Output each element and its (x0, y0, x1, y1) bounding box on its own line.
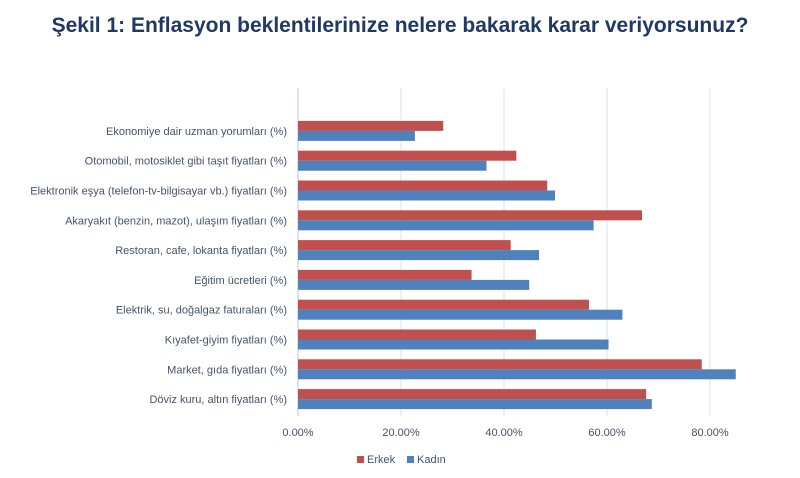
category-label: Ekonomiye dair uzman yorumları (%) (106, 126, 287, 138)
category-label: Kıyafet-giyim fiyatları (%) (165, 335, 287, 347)
bar-erkek (298, 180, 548, 191)
x-tick-label: 80.00% (691, 427, 729, 439)
bar-erkek (298, 210, 643, 221)
category-label: Market, gıda fiyatları (%) (167, 364, 287, 376)
bar-kadın (298, 220, 594, 231)
category-label: Eğitim ücretleri (%) (194, 275, 287, 287)
x-tick-label: 60.00% (588, 427, 626, 439)
category-label: Döviz kuru, altın fiyatları (%) (149, 394, 287, 406)
bar-kadın (298, 309, 623, 320)
bar-erkek (298, 120, 444, 131)
category-label: Elektrik, su, doğalgaz faturaları (%) (116, 305, 287, 317)
chart-title: Şekil 1: Enflasyon beklentilerinize nele… (51, 14, 749, 37)
legend-swatch (407, 456, 414, 463)
legend-label: Erkek (367, 454, 396, 466)
bar-kadın (298, 160, 487, 171)
x-tick-label: 20.00% (382, 427, 420, 439)
bar-erkek (298, 359, 702, 370)
bar-erkek (298, 389, 647, 400)
bar-kadın (298, 369, 736, 380)
bar-erkek (298, 329, 536, 340)
x-tick-label: 0.00% (282, 427, 313, 439)
category-label: Elektronik eşya (telefon-tv-bilgisayar v… (30, 186, 287, 198)
bar-erkek (298, 240, 511, 251)
bar-kadın (298, 399, 652, 410)
x-tick-label: 40.00% (485, 427, 523, 439)
category-label: Akaryakıt (benzin, mazot), ulaşım fiyatl… (65, 215, 287, 227)
category-label: Restoran, cafe, lokanta fiyatları (%) (115, 245, 287, 257)
legend-label: Kadın (417, 454, 446, 466)
bar-erkek (298, 150, 517, 161)
bar-kadın (298, 279, 530, 290)
bar-kadın (298, 339, 609, 350)
bar-erkek (298, 299, 589, 310)
bar-erkek (298, 269, 472, 280)
category-label: Otomobil, motosiklet gibi taşıt fiyatlar… (85, 156, 287, 168)
legend-swatch (357, 456, 364, 463)
bar-kadın (298, 250, 540, 261)
bar-kadın (298, 130, 415, 141)
bar-kadın (298, 190, 555, 201)
